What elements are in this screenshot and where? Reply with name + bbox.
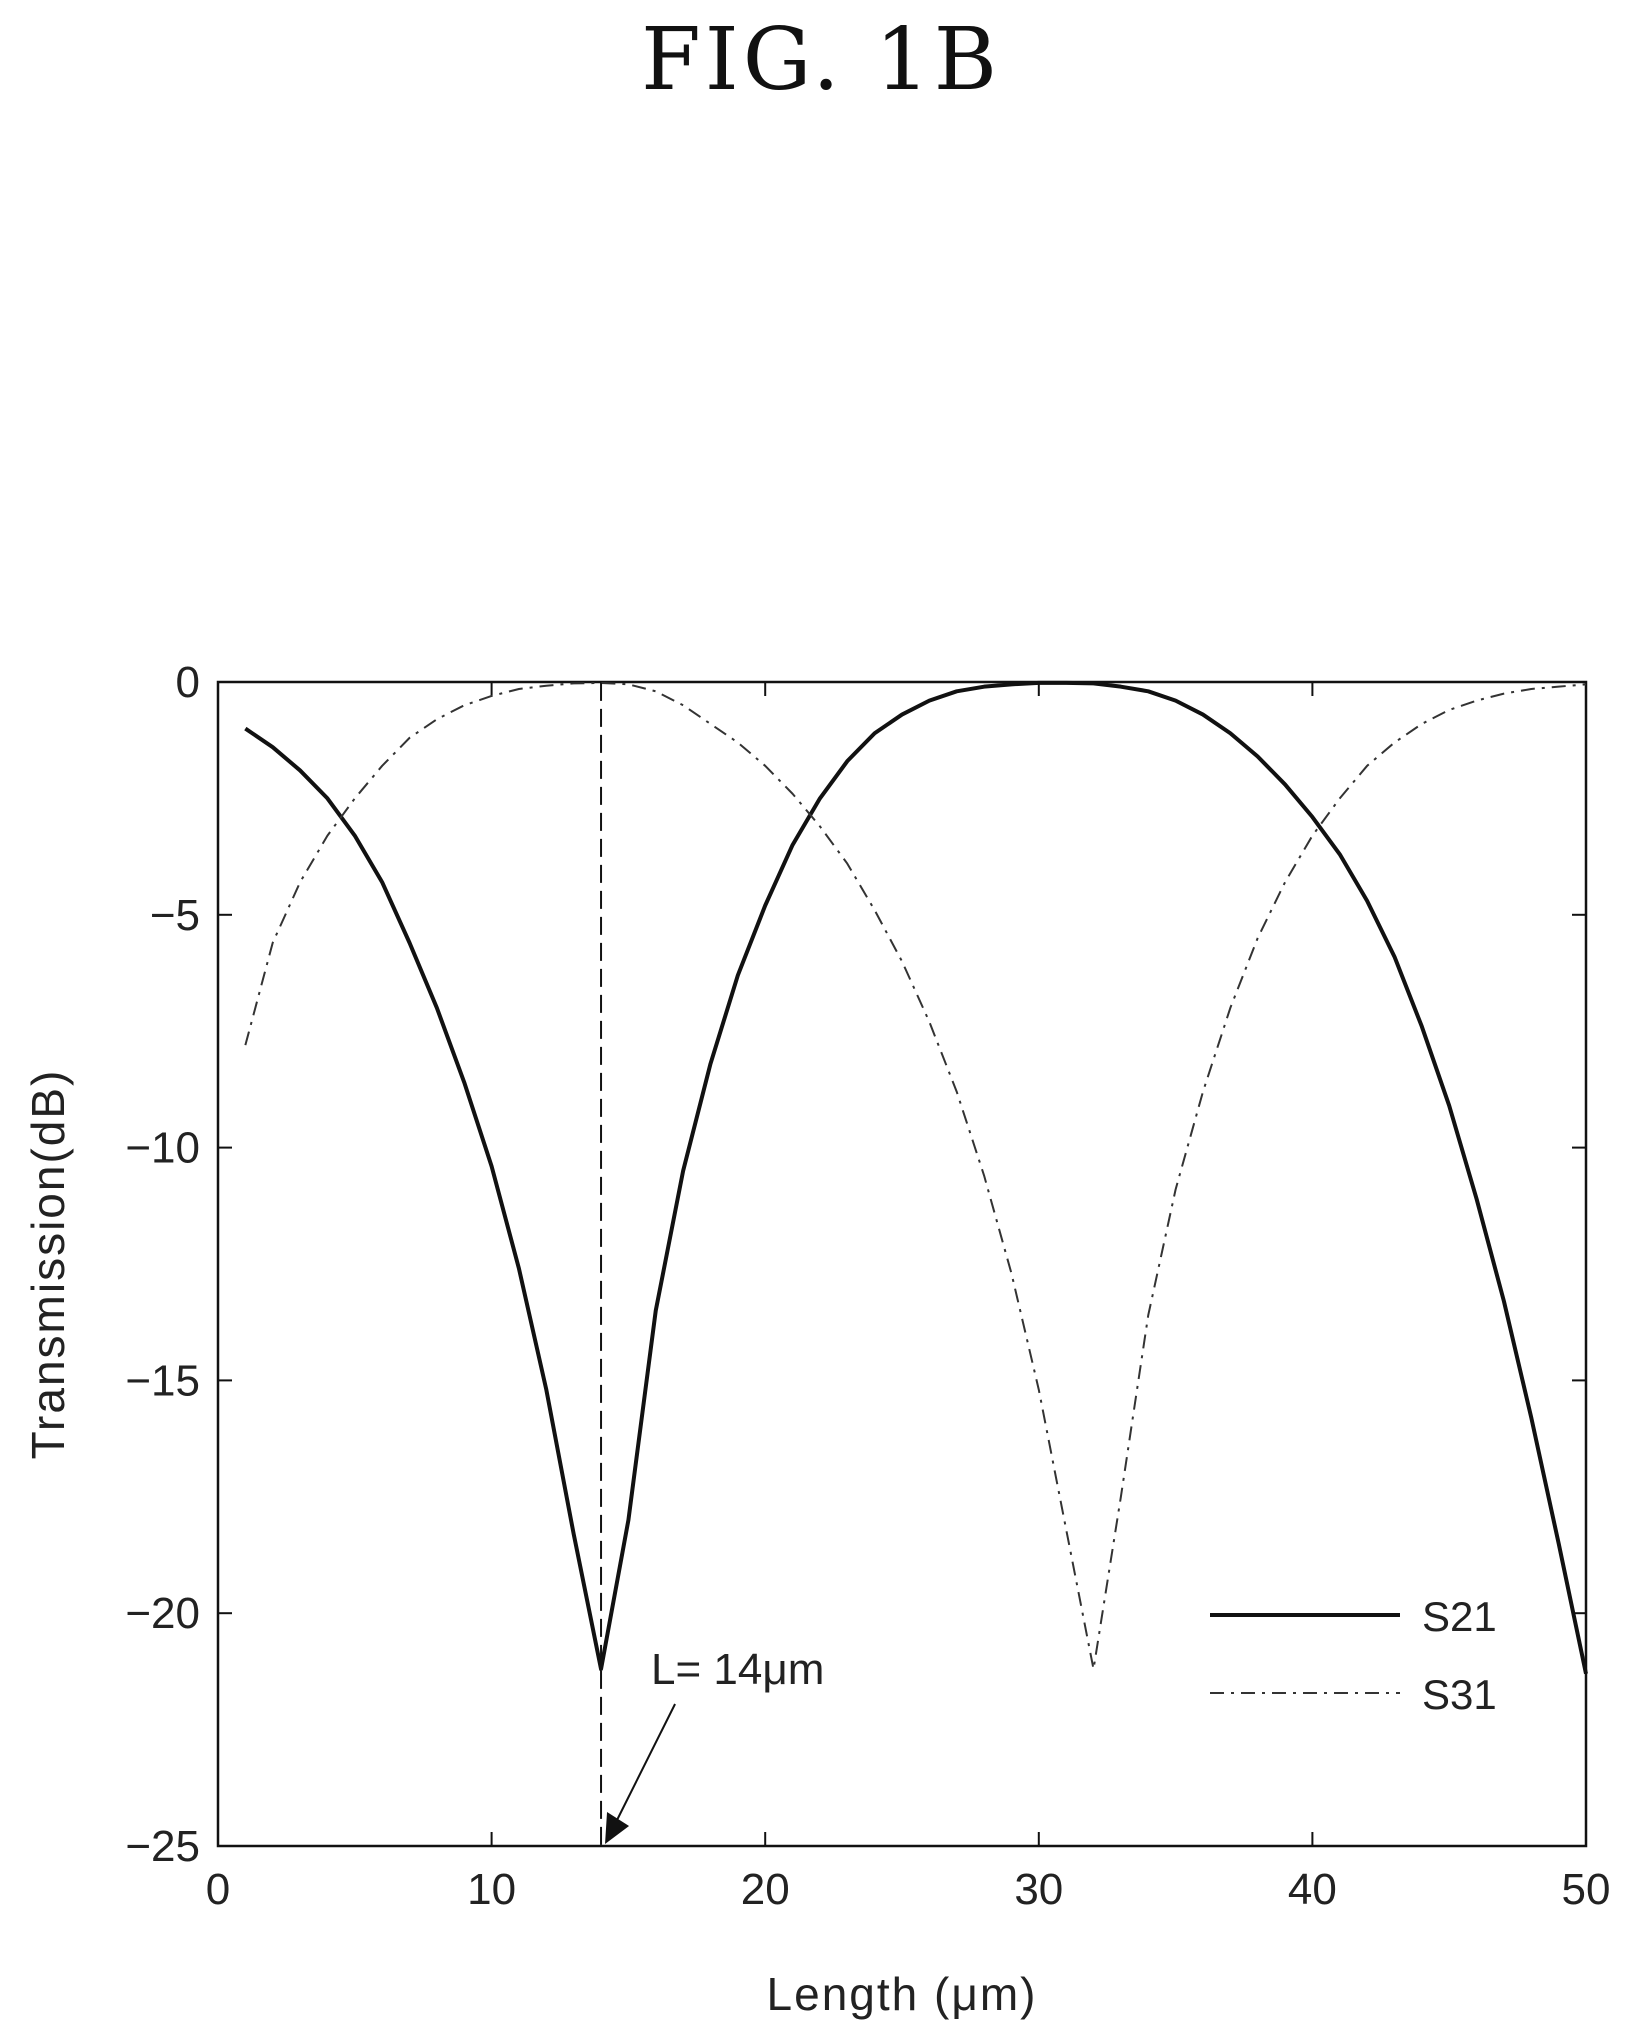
x-tick-label: 0 <box>206 1865 230 1914</box>
x-tick-label: 30 <box>1014 1865 1063 1914</box>
y-tick-label: −25 <box>125 1822 200 1871</box>
legend-label-s31: S31 <box>1422 1671 1497 1718</box>
y-axis-label: Transmission(dB) <box>22 1069 74 1460</box>
annotation-arrow-head <box>605 1812 630 1844</box>
plot-area <box>216 680 1588 1848</box>
series-line-s21 <box>244 680 1588 1675</box>
annotation-arrow-shaft <box>614 1703 676 1825</box>
x-tick-label: 20 <box>741 1865 790 1914</box>
series-layer <box>244 680 1588 1675</box>
x-tick-label: 50 <box>1562 1865 1611 1914</box>
x-tick-label: 40 <box>1288 1865 1337 1914</box>
y-axis: 0 −5 −10 −15 −20 −25 <box>125 658 1586 1871</box>
series-line-s31 <box>244 681 1587 1671</box>
y-tick-label: 0 <box>176 658 200 707</box>
x-axis: 0 10 20 30 40 50 <box>206 682 1611 1914</box>
y-tick-label: −5 <box>150 891 200 940</box>
legend: S21 S31 <box>1210 1593 1497 1718</box>
y-tick-label: −15 <box>125 1356 200 1405</box>
y-tick-label: −20 <box>125 1589 200 1638</box>
figure-title: FIG. 1B <box>641 10 1001 110</box>
x-tick-label: 10 <box>467 1865 516 1914</box>
legend-label-s21: S21 <box>1422 1593 1497 1640</box>
annotation-layer: L= 14μm <box>600 682 824 1846</box>
plot-border <box>216 680 1588 1848</box>
x-axis-label: Length (μm) <box>767 1968 1038 2020</box>
y-tick-label: −10 <box>125 1124 200 1173</box>
annotation-label: L= 14μm <box>651 1645 824 1694</box>
